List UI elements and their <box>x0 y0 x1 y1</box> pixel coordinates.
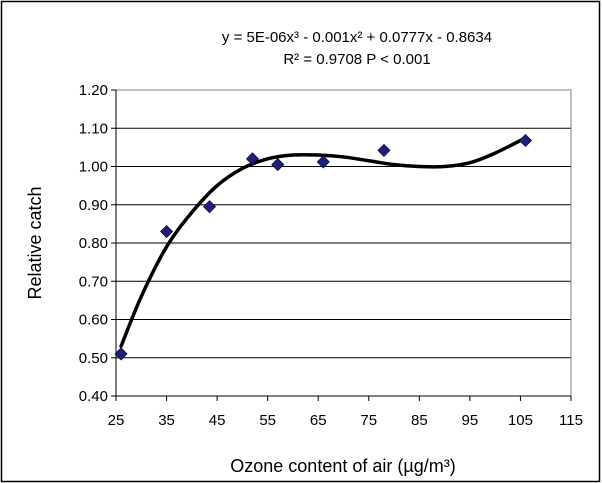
data-point <box>245 152 260 166</box>
trendline-curve <box>119 136 528 349</box>
data-point <box>271 158 285 172</box>
x-tick-label: 85 <box>411 412 428 429</box>
x-axis-title: Ozone content of air (µg/m³) <box>230 456 455 476</box>
y-tick-label: 0.60 <box>79 312 108 329</box>
data-point <box>316 155 330 169</box>
y-axis-title: Relative catch <box>25 186 45 299</box>
x-tick-label: 95 <box>462 412 479 429</box>
x-tick-label: 25 <box>108 412 125 429</box>
data-point <box>377 143 391 158</box>
data-point <box>518 133 533 148</box>
y-tick-label: 0.80 <box>79 235 108 252</box>
x-tick-label: 45 <box>209 412 226 429</box>
data-point <box>159 224 174 239</box>
trendline-equation: y = 5E-06x³ - 0.001x² + 0.0777x - 0.8634 <box>222 29 492 46</box>
x-tick-label: 115 <box>559 412 583 429</box>
x-tick-label: 35 <box>158 412 175 429</box>
axes: 0.40 0.50 0.60 0.70 0.80 0.90 1.00 1.10 1.20 25 35… <box>79 82 583 429</box>
y-tick-label: 1.10 <box>79 120 108 137</box>
x-tick-label: 75 <box>360 412 377 429</box>
gridlines <box>116 127 571 359</box>
x-tick-label: 55 <box>259 412 276 429</box>
y-tick-label: 0.70 <box>79 273 108 290</box>
data-point <box>202 200 217 214</box>
y-tick-label: 1.00 <box>79 159 108 176</box>
x-tick-label: 105 <box>508 412 533 429</box>
trendline-stats: R² = 0.9708 P < 0.001 <box>283 51 430 68</box>
trendline-group <box>119 136 528 349</box>
x-tick-label: 65 <box>310 412 327 429</box>
y-tick-label: 1.20 <box>79 82 108 99</box>
data-points <box>114 133 533 361</box>
data-point <box>114 347 128 361</box>
y-tick-label: 0.50 <box>79 350 108 367</box>
y-tick-label: 0.40 <box>79 388 108 405</box>
y-tick-label: 0.90 <box>79 197 108 214</box>
